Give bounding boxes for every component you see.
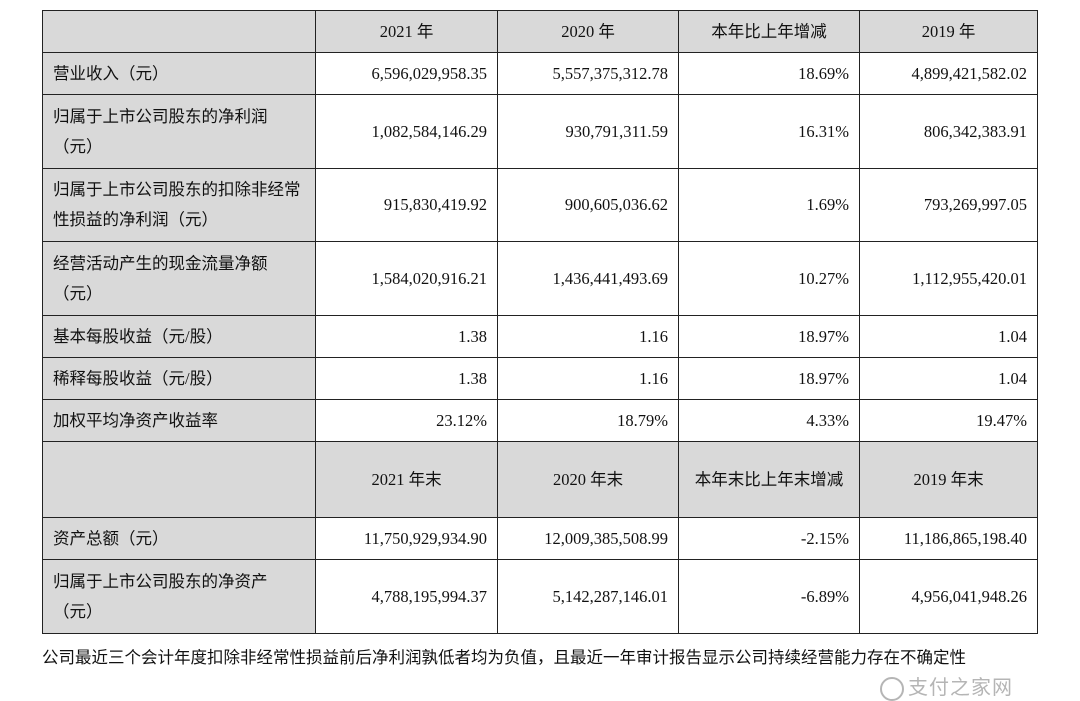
cell-value: 10.27% — [678, 241, 860, 316]
cell-value: 1.38 — [315, 357, 498, 400]
cell-value: 16.31% — [678, 94, 860, 169]
cell-value: 1.16 — [497, 357, 679, 400]
cell-value: 1,082,584,146.29 — [315, 94, 498, 169]
cell-value: 930,791,311.59 — [497, 94, 679, 169]
cell-value: 1,584,020,916.21 — [315, 241, 498, 316]
column-header: 2021 年 — [315, 10, 498, 53]
row-label: 加权平均净资产收益率 — [42, 399, 316, 442]
table-body: 2021 年 2020 年本年比上年增减 2019 年营业收入（元） 6,596,02… — [42, 10, 1038, 634]
column-header: 2020 年末 — [497, 441, 679, 518]
cell-value: 793,269,997.05 — [859, 168, 1038, 242]
watermark-text: 支付之家网 — [908, 675, 1013, 699]
table-row: 资产总额（元） 11,750,929,934.90 12,009,385,508.9… — [42, 517, 1038, 560]
row-label: 归属于上市公司股东的扣除非经常性损益的净利润（元） — [42, 168, 316, 242]
cell-value: 900,605,036.62 — [497, 168, 679, 242]
column-header: 2019 年 — [859, 10, 1038, 53]
watermark: 支付之家网 — [880, 675, 1013, 701]
wechat-icon — [880, 676, 904, 701]
row-label: 基本每股收益（元/股） — [42, 315, 316, 358]
table-row: 归属于上市公司股东的净利润（元） 1,082,584,146.29 930,791,… — [42, 94, 1038, 169]
table-row: 营业收入（元） 6,596,029,958.35 5,557,375,312.78 1… — [42, 52, 1038, 95]
cell-value: 23.12% — [315, 399, 498, 442]
table-row: 加权平均净资产收益率 23.12% 18.79% 4.33% 19.47% — [42, 399, 1038, 442]
column-header: 本年比上年增减 — [678, 10, 860, 53]
row-label: 归属于上市公司股东的净资产（元） — [42, 559, 316, 634]
cell-value: -2.15% — [678, 517, 860, 560]
table-row: 经营活动产生的现金流量净额（元） 1,584,020,916.21 1,436,44… — [42, 241, 1038, 316]
table-row: 基本每股收益（元/股） 1.38 1.16 18.97% 1.04 — [42, 315, 1038, 358]
cell-value: 18.97% — [678, 357, 860, 400]
row-label: 稀释每股收益（元/股） — [42, 357, 316, 400]
cell-value: 1,112,955,420.01 — [859, 241, 1038, 316]
cell-value: 4,956,041,948.26 — [859, 559, 1038, 634]
cell-value: 6,596,029,958.35 — [315, 52, 498, 95]
column-header: 2019 年末 — [859, 441, 1038, 518]
cell-value: 1.04 — [859, 315, 1038, 358]
table-row: 归属于上市公司股东的扣除非经常性损益的净利润（元） 915,830,419.92 9… — [42, 168, 1038, 242]
cell-value: 1.16 — [497, 315, 679, 358]
cell-value: 18.97% — [678, 315, 860, 358]
cell-value: 5,142,287,146.01 — [497, 559, 679, 634]
row-label: 归属于上市公司股东的净利润（元） — [42, 94, 316, 169]
cell-value: 915,830,419.92 — [315, 168, 498, 242]
cell-value: 11,750,929,934.90 — [315, 517, 498, 560]
header-blank — [42, 441, 316, 518]
header-row: 2021 年 2020 年本年比上年增减 2019 年 — [42, 10, 1038, 53]
cell-value: 1,436,441,493.69 — [497, 241, 679, 316]
cell-value: 4,788,195,994.37 — [315, 559, 498, 634]
footer-note: 公司最近三个会计年度扣除非经常性损益前后净利润孰低者均为负值，且最近一年审计报告… — [42, 648, 966, 667]
header-blank — [42, 10, 316, 53]
cell-value: 18.79% — [497, 399, 679, 442]
row-label: 经营活动产生的现金流量净额（元） — [42, 241, 316, 316]
cell-value: 806,342,383.91 — [859, 94, 1038, 169]
cell-value: 11,186,865,198.40 — [859, 517, 1038, 560]
cell-value: 4.33% — [678, 399, 860, 442]
row-label: 资产总额（元） — [42, 517, 316, 560]
cell-value: 1.04 — [859, 357, 1038, 400]
cell-value: 4,899,421,582.02 — [859, 52, 1038, 95]
table-row: 归属于上市公司股东的净资产（元） 4,788,195,994.37 5,142,28… — [42, 559, 1038, 634]
header-row: 2021 年末 2020 年末 本年末比上年末增减 2019 年末 — [42, 441, 1038, 518]
column-header: 2020 年 — [497, 10, 679, 53]
cell-value: 12,009,385,508.99 — [497, 517, 679, 560]
column-header: 本年末比上年末增减 — [678, 441, 860, 518]
cell-value: 1.38 — [315, 315, 498, 358]
cell-value: 1.69% — [678, 168, 860, 242]
table-row: 稀释每股收益（元/股） 1.38 1.16 18.97% 1.04 — [42, 357, 1038, 400]
cell-value: 5,557,375,312.78 — [497, 52, 679, 95]
cell-value: 19.47% — [859, 399, 1038, 442]
row-label: 营业收入（元） — [42, 52, 316, 95]
financial-summary-table: 2021 年 2020 年本年比上年增减 2019 年营业收入（元） 6,596,02… — [42, 10, 1038, 634]
column-header: 2021 年末 — [315, 441, 498, 518]
cell-value: -6.89% — [678, 559, 860, 634]
cell-value: 18.69% — [678, 52, 860, 95]
